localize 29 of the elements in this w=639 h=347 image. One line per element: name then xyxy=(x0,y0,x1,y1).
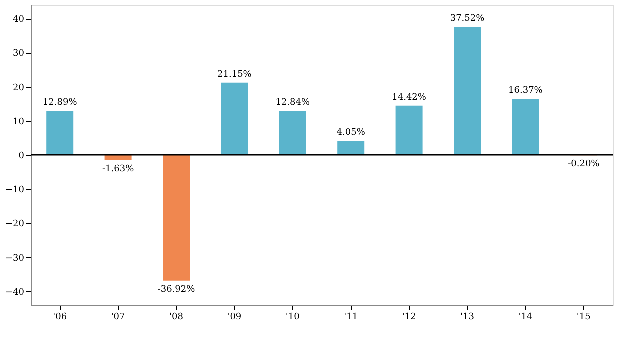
y-tick-label: −10 xyxy=(6,186,25,196)
data-label: 14.42% xyxy=(392,92,427,103)
x-tick-label: '12 xyxy=(402,312,416,322)
data-label: -0.20% xyxy=(568,160,600,170)
y-tick-label: 20 xyxy=(13,83,25,94)
y-tick-label: −20 xyxy=(6,220,25,230)
y-tick-label: 40 xyxy=(13,15,25,26)
data-label: 37.52% xyxy=(450,14,486,24)
x-tick-label: '09 xyxy=(228,312,242,322)
x-tick-label: '10 xyxy=(286,312,300,322)
data-label: 16.37% xyxy=(508,86,544,96)
data-label: 12.84% xyxy=(276,98,310,108)
data-label: -36.92% xyxy=(158,284,196,295)
x-tick-label: '11 xyxy=(344,312,358,322)
y-tick-label: −40 xyxy=(6,288,25,298)
x-tick-label: '13 xyxy=(460,312,475,322)
x-tick-label: '08 xyxy=(170,312,184,322)
x-tick-label: '14 xyxy=(518,312,533,322)
data-label: -1.63% xyxy=(102,164,135,175)
data-label: 21.15% xyxy=(218,70,252,80)
y-tick-label: 30 xyxy=(13,49,25,60)
y-tick-label: −30 xyxy=(6,254,25,264)
y-tick-label: 0 xyxy=(18,152,25,162)
x-tick-label: '15 xyxy=(576,312,592,322)
data-label: 4.05% xyxy=(336,128,366,138)
x-tick-label: '07 xyxy=(111,312,126,322)
data-label: 12.89% xyxy=(42,98,78,108)
x-tick-label: '06 xyxy=(53,312,68,322)
y-tick-label: 10 xyxy=(13,117,25,128)
